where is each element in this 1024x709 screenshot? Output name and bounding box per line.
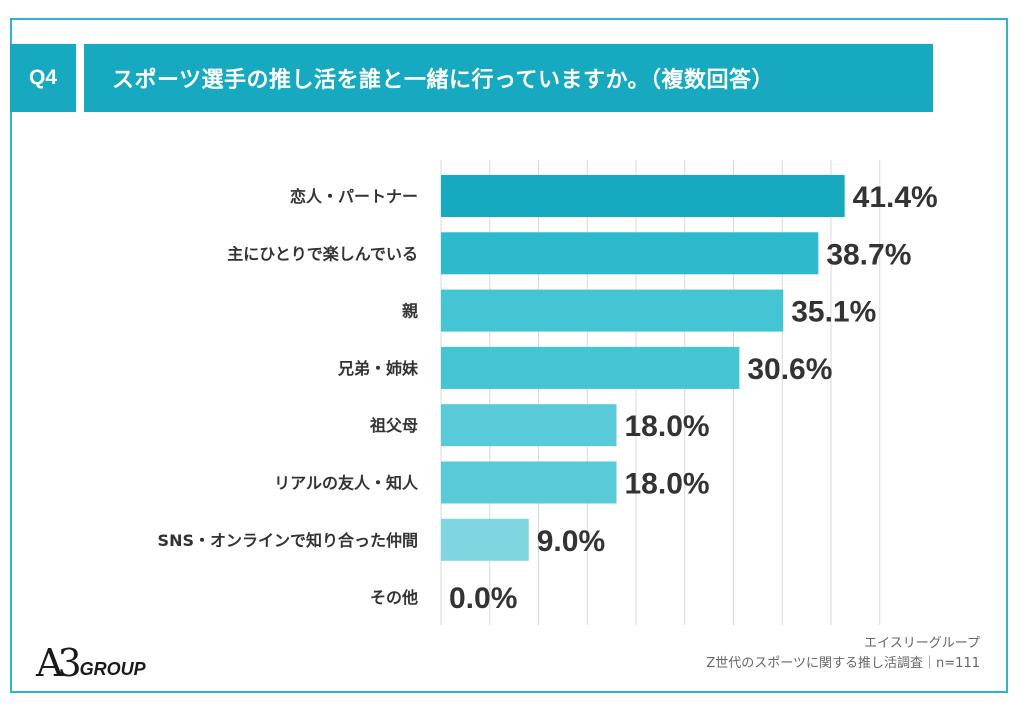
bar xyxy=(441,404,617,447)
bar xyxy=(441,518,529,561)
bar xyxy=(441,175,845,217)
category-label: リアルの友人・知人 xyxy=(274,474,419,493)
bar xyxy=(441,346,740,389)
logo-text: GROUP xyxy=(79,659,146,679)
question-title: スポーツ選手の推し活を誰と一緒に行っていますか。（複数回答） xyxy=(84,44,933,112)
bar xyxy=(441,461,617,504)
value-label: 30.6% xyxy=(747,353,832,386)
footer-survey: Z世代のスポーツに関する推し活調査｜n=111 xyxy=(706,656,980,671)
value-label: 18.0% xyxy=(625,410,710,443)
category-label: 恋人・パートナー xyxy=(290,187,418,206)
question-badge: Q4 xyxy=(10,44,76,112)
category-label: 親 xyxy=(402,302,418,321)
bar xyxy=(441,289,784,332)
value-label: 35.1% xyxy=(791,296,876,329)
value-label: 41.4% xyxy=(853,181,938,214)
logo-mark: A3 xyxy=(36,641,82,685)
value-label: 38.7% xyxy=(826,238,911,271)
a3-group-logo: A3 GROUP xyxy=(36,638,146,682)
value-label: 9.0% xyxy=(537,525,605,558)
category-label: 兄弟・姉妹 xyxy=(337,359,419,378)
footer-company: エイスリーグループ xyxy=(864,636,980,651)
value-label: 18.0% xyxy=(625,468,710,501)
category-label: SNS・オンラインで知り合った仲間 xyxy=(158,531,418,550)
bar xyxy=(441,232,819,275)
category-label: その他 xyxy=(370,588,418,607)
footer-source: エイスリーグループ Z世代のスポーツに関する推し活調査｜n=111 xyxy=(706,634,980,674)
value-label: 0.0% xyxy=(449,582,517,615)
category-label: 祖父母 xyxy=(369,416,418,435)
category-label: 主にひとりで楽しんでいる xyxy=(227,244,418,263)
